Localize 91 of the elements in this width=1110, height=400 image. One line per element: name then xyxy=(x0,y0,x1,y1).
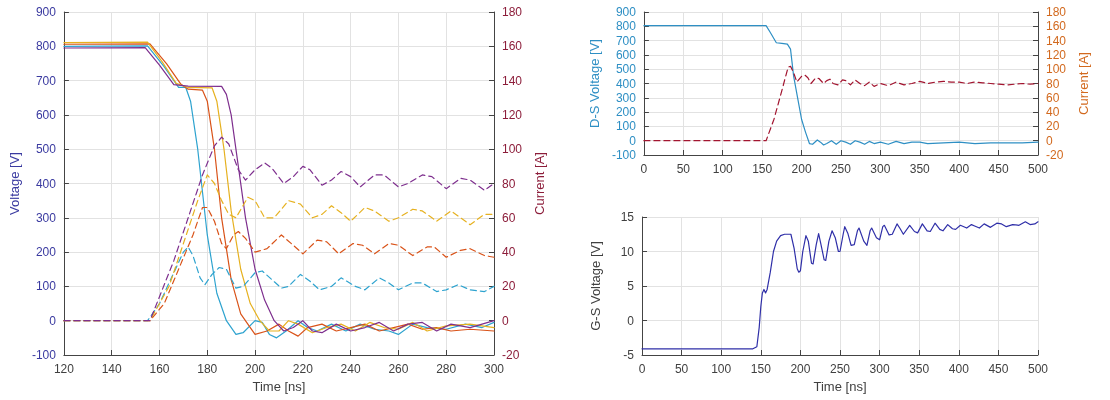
y-tick-label: 600 xyxy=(35,107,57,122)
x-tick-label: 280 xyxy=(436,362,457,376)
y2-tick-label: 80 xyxy=(1046,76,1060,91)
x-tick-label: 150 xyxy=(750,362,772,376)
y-tick-label: 700 xyxy=(615,33,637,48)
y-tick-label: 5 xyxy=(627,279,635,293)
x-tick-label: 300 xyxy=(870,162,891,176)
y2-tick-label: 0 xyxy=(1046,133,1053,148)
y2-tick-label: 0 xyxy=(502,313,509,328)
y-tick-label: 400 xyxy=(35,176,57,191)
x-tick-label: 0 xyxy=(638,362,646,376)
x-tick-label: 350 xyxy=(909,162,931,176)
x-axis-title: Time [ns] xyxy=(252,378,306,394)
x-tick-label: 180 xyxy=(197,362,218,376)
x-tick-label: 140 xyxy=(101,362,123,376)
x-tick-label: 400 xyxy=(948,362,970,376)
x-tick-label: 260 xyxy=(388,362,409,376)
y-tick-label: 600 xyxy=(615,47,637,62)
y-axis-title: Voltage [V] xyxy=(7,152,22,215)
y-tick-label: 800 xyxy=(615,19,637,34)
y-tick-label: 0 xyxy=(49,313,57,328)
x-tick-label: 250 xyxy=(829,362,851,376)
y-tick-label: 900 xyxy=(615,5,637,19)
x-tick-label: 160 xyxy=(149,362,170,376)
y2-tick-label: 20 xyxy=(502,279,516,294)
x-tick-label: 250 xyxy=(830,162,852,176)
x-tick-label: 300 xyxy=(483,362,505,376)
y-tick-label: -100 xyxy=(31,348,57,362)
y2-tick-label: 100 xyxy=(502,142,523,157)
x-tick-label: 100 xyxy=(711,362,732,376)
x-tick-label: 200 xyxy=(791,162,812,176)
x-tick-label: 240 xyxy=(340,362,361,376)
x-tick-label: 450 xyxy=(988,162,1009,176)
y2-tick-label: 180 xyxy=(502,5,523,19)
y2-tick-label: 120 xyxy=(1046,47,1067,62)
x-tick-label: 500 xyxy=(1027,162,1049,176)
y-tick-label: 100 xyxy=(615,119,637,134)
y-tick-label: 15 xyxy=(620,210,635,224)
y2-tick-label: 80 xyxy=(502,176,516,191)
y-tick-label: 200 xyxy=(35,245,57,260)
y-axis-title: G-S Voltage [V] xyxy=(588,241,603,331)
x-tick-label: 200 xyxy=(790,362,811,376)
y2-tick-label: 60 xyxy=(502,210,516,225)
x-tick-label: 200 xyxy=(245,362,266,376)
x-tick-label: 50 xyxy=(674,362,689,376)
x-tick-label: 300 xyxy=(869,362,890,376)
y2-tick-label: 120 xyxy=(502,107,523,122)
x-axis-title: Time [ns] xyxy=(813,378,867,394)
x-tick-label: 350 xyxy=(909,362,930,376)
x-tick-label: 400 xyxy=(949,162,970,176)
y2-tick-label: 60 xyxy=(1046,90,1060,105)
y-tick-label: 300 xyxy=(615,90,637,105)
x-tick-label: 0 xyxy=(640,162,648,176)
line-series xyxy=(641,221,1039,350)
y2-axis-title: Current [A] xyxy=(531,152,547,215)
y-tick-label: 800 xyxy=(35,39,57,54)
y-tick-label: 500 xyxy=(35,142,57,157)
y2-tick-label: 160 xyxy=(502,39,523,54)
x-tick-label: 150 xyxy=(752,162,773,176)
x-tick-label: 100 xyxy=(712,162,734,176)
y2-axis-title: Current [A] xyxy=(1075,52,1091,115)
x-tick-label: 120 xyxy=(53,362,75,376)
y-tick-label: 900 xyxy=(35,5,57,19)
y2-tick-label: 180 xyxy=(1046,5,1067,19)
y-tick-label: 500 xyxy=(615,62,637,77)
x-tick-label: 450 xyxy=(988,362,1009,376)
y2-tick-label: 20 xyxy=(1046,119,1060,134)
y2-tick-label: 160 xyxy=(1046,19,1067,34)
y-tick-label: 10 xyxy=(620,244,635,259)
y2-tick-label: -20 xyxy=(1046,148,1064,162)
y2-tick-label: 40 xyxy=(1046,105,1060,120)
y-tick-label: 200 xyxy=(615,105,637,120)
y-tick-label: -5 xyxy=(623,348,635,362)
y2-tick-label: 100 xyxy=(1046,62,1067,77)
y-tick-label: 0 xyxy=(627,313,635,328)
y-tick-label: 100 xyxy=(35,279,57,294)
y-axis-title: D-S Voltage [V] xyxy=(587,39,602,128)
y2-tick-label: 140 xyxy=(1046,33,1067,48)
y-tick-label: 400 xyxy=(615,76,637,91)
line-series xyxy=(643,65,1039,142)
x-tick-label: 220 xyxy=(292,362,314,376)
y2-tick-label: -20 xyxy=(502,348,520,362)
x-tick-label: 500 xyxy=(1027,362,1049,376)
y2-tick-label: 40 xyxy=(502,245,516,260)
x-tick-label: 50 xyxy=(676,162,691,176)
y-tick-label: 300 xyxy=(35,210,57,225)
line-series xyxy=(643,24,1039,146)
y-tick-label: 0 xyxy=(629,133,637,148)
y2-tick-label: 140 xyxy=(502,73,523,88)
y-tick-label: -100 xyxy=(611,148,637,162)
y-tick-label: 700 xyxy=(35,73,57,88)
